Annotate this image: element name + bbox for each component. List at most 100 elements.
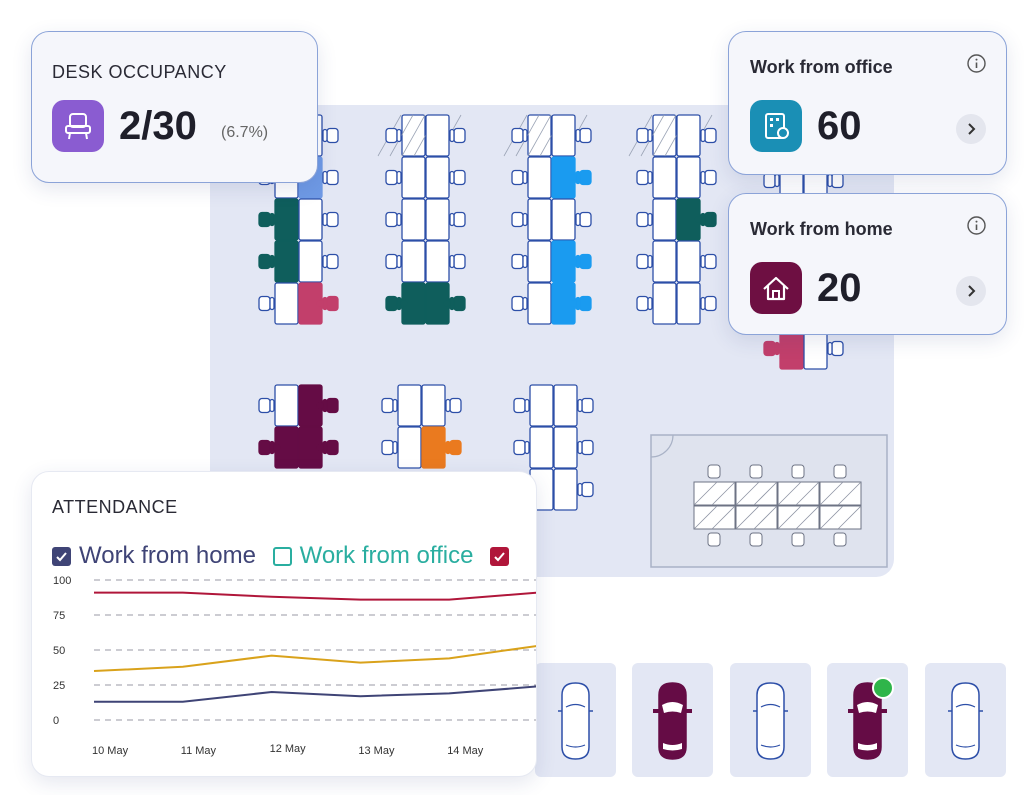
door-arc [650, 434, 674, 458]
chair-icon [700, 127, 717, 144]
meeting-table [819, 481, 862, 506]
mirror [848, 709, 854, 713]
chair-icon [749, 532, 763, 547]
car-body [561, 682, 590, 760]
windshield [565, 703, 586, 708]
hatch-line [795, 481, 820, 506]
checkbox-checked[interactable] [490, 546, 510, 566]
chair-icon [577, 397, 594, 414]
desk [397, 426, 422, 469]
chevron-right-icon[interactable] [956, 276, 986, 306]
parking-slot[interactable] [730, 663, 811, 777]
desk [553, 426, 578, 469]
hatch-line [777, 505, 802, 530]
desk [551, 198, 576, 241]
desk-occupancy-percent: (6.7%) [221, 124, 269, 141]
chair-icon [707, 532, 721, 547]
chair-icon [636, 169, 653, 186]
hatch-line [735, 505, 760, 530]
home-icon [750, 262, 802, 314]
occupied-chair-icon [694, 211, 717, 228]
chair-icon [827, 340, 844, 357]
desk [527, 282, 552, 325]
parking-slot[interactable] [925, 663, 1006, 777]
occupied-chair-icon [443, 295, 466, 312]
chair-icon [385, 253, 402, 270]
windshield [662, 702, 683, 713]
parking-slot[interactable] [535, 663, 616, 777]
occupied-chair-icon [258, 211, 281, 228]
chair-icon [763, 172, 780, 189]
occupied-chair-icon [569, 169, 592, 186]
hatch-line [652, 114, 677, 157]
series-line [94, 591, 536, 601]
desk [421, 384, 446, 427]
meeting-table [693, 481, 736, 506]
chair-icon [385, 211, 402, 228]
windshield [955, 703, 976, 708]
info-icon[interactable] [967, 54, 986, 73]
occupied-chair-icon [385, 295, 408, 312]
legend-item-work-from-home[interactable]: Work from home [52, 542, 256, 570]
desk-occupancy-card: DESK OCCUPANCY 2/30 (6.7%) [31, 31, 318, 183]
chevron-right-icon[interactable] [956, 114, 986, 144]
desk [676, 240, 701, 283]
car-body [658, 682, 687, 760]
hatch-line [711, 481, 736, 506]
y-tick-label: 25 [53, 680, 65, 692]
work-from-home-value: 20 [817, 266, 862, 310]
desk [676, 114, 701, 157]
chair-icon [449, 169, 466, 186]
hatch-line [795, 505, 820, 530]
desk [676, 156, 701, 199]
chair-icon [636, 127, 653, 144]
meeting-table [777, 481, 820, 506]
work-from-office-card[interactable]: Work from office 60 [728, 31, 1007, 175]
checkbox-unchecked[interactable] [272, 546, 292, 566]
occupied-chair-icon [258, 253, 281, 270]
occupied-chair-icon [569, 253, 592, 270]
car-body [951, 682, 980, 760]
desk [527, 240, 552, 283]
desk [527, 198, 552, 241]
x-tick-label: 10 May [92, 745, 129, 757]
car-icon [753, 682, 788, 760]
info-icon[interactable] [967, 216, 986, 235]
attendance-title: ATTENDANCE [52, 497, 178, 517]
work-from-home-title: Work from home [750, 219, 893, 239]
rear-window [663, 743, 682, 751]
parking-slot[interactable] [827, 663, 908, 777]
desk [425, 240, 450, 283]
legend-item-third[interactable] [490, 546, 517, 566]
chair-icon [449, 127, 466, 144]
desk-chair-icon [52, 100, 104, 152]
windshield [760, 703, 781, 708]
chair-icon [700, 169, 717, 186]
x-tick-label: 12 May [270, 743, 307, 755]
hatch-line [735, 481, 760, 506]
chair-icon [575, 127, 592, 144]
y-tick-label: 100 [53, 575, 71, 587]
car-icon [848, 677, 894, 760]
chair-icon [636, 295, 653, 312]
occupied-chair-icon [763, 340, 786, 357]
chair-icon [791, 464, 805, 479]
chair-icon [449, 211, 466, 228]
rear-window [858, 743, 877, 751]
hatch-line [837, 505, 862, 530]
occupied-chair-icon [439, 439, 462, 456]
chair-icon [511, 211, 528, 228]
chair-icon [381, 439, 398, 456]
legend-item-work-from-office[interactable]: Work from office [272, 542, 473, 570]
chair-icon [827, 172, 844, 189]
rear-window [760, 744, 781, 748]
y-tick-label: 50 [53, 645, 65, 657]
hatch-line [777, 481, 802, 506]
parking-slot[interactable] [632, 663, 713, 777]
rear-window [955, 744, 976, 748]
hatch-line [527, 114, 552, 157]
desk [425, 198, 450, 241]
work-from-home-card[interactable]: Work from home 20 [728, 193, 1007, 335]
checkbox-checked[interactable] [52, 546, 71, 566]
car-body [756, 682, 785, 760]
